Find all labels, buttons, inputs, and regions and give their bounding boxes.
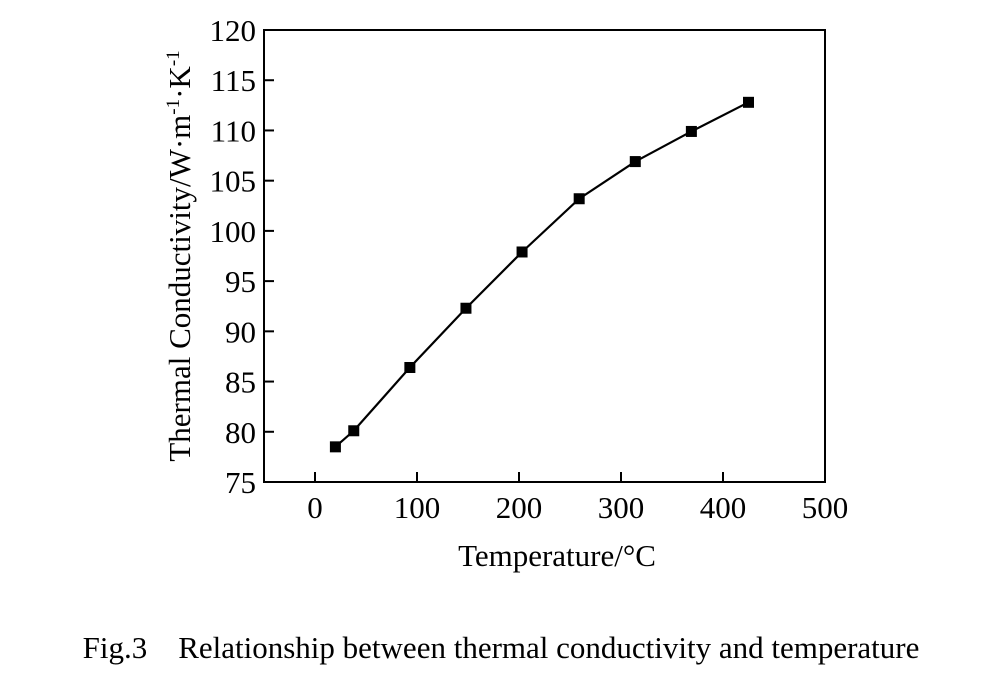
data-point-7: [685, 125, 697, 137]
y-tick-label: 115: [211, 63, 256, 98]
data-point-6: [629, 156, 641, 168]
x-tick-label: 500: [802, 490, 849, 525]
data-point-8: [743, 96, 754, 108]
figure-caption: Fig.3 Relationship between thermal condu…: [82, 630, 920, 665]
y-tick-label: 85: [225, 365, 256, 400]
y-tick-label: 95: [225, 264, 256, 299]
y-tick-label: 75: [225, 465, 256, 500]
x-tick-label: 400: [700, 490, 747, 525]
y-tick-label: 100: [210, 214, 257, 249]
x-axis-title: Temperature/°C: [458, 538, 656, 573]
y-tick-label: 110: [211, 113, 256, 148]
x-tick-label: 100: [394, 490, 441, 525]
data-point-3: [460, 302, 472, 314]
y-tick-label: 105: [210, 164, 257, 199]
x-tick-label: 300: [598, 490, 645, 525]
y-tick-label: 90: [225, 314, 256, 349]
series-markers: [329, 96, 754, 453]
y-axis-title: Thermal Conductivity/W·m-1·K-1: [162, 50, 197, 461]
y-axis-title-main: Thermal Conductivity/W·m: [162, 115, 197, 462]
x-axis-tick-labels: 0 100 200 300 400 500: [307, 490, 848, 525]
x-tick-label: 0: [307, 490, 323, 525]
thermal-conductivity-chart: 75 80 85 90 95 100 105 110 115 120 0 100 200 300 400 5…: [162, 13, 848, 573]
data-point-4: [516, 246, 528, 258]
y-axis-title-k: ·K: [162, 66, 197, 99]
y-axis-ticks: [264, 29, 274, 483]
y-axis-title-sup2: -1: [163, 50, 184, 66]
data-point-1: [348, 425, 360, 437]
data-point-2: [404, 361, 416, 373]
plot-frame: [263, 29, 826, 483]
x-axis-ticks: [314, 472, 826, 482]
y-tick-label: 120: [210, 13, 257, 48]
data-point-5: [573, 193, 585, 205]
x-tick-label: 200: [496, 490, 543, 525]
y-axis-title-sup1: -1: [163, 99, 184, 115]
data-point-0: [329, 441, 341, 453]
y-tick-label: 80: [225, 415, 256, 450]
series-line: [334, 101, 749, 448]
y-axis-tick-labels: 75 80 85 90 95 100 105 110 115 120: [210, 13, 257, 500]
